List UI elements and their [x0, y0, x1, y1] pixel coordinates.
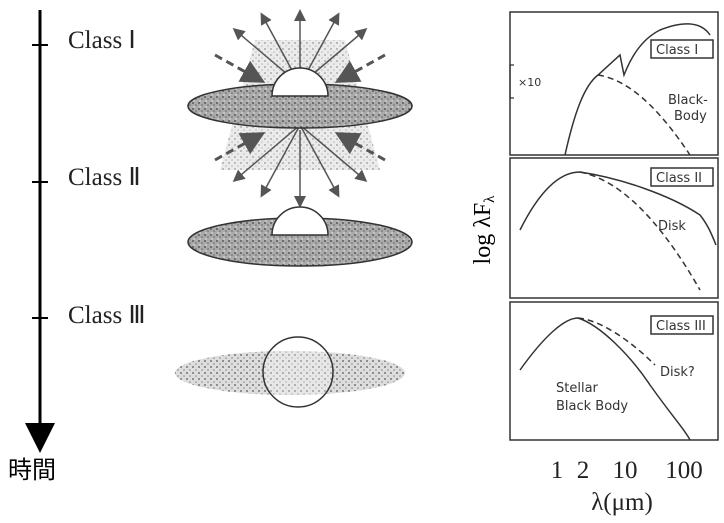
class3-cartoon	[175, 336, 405, 408]
panel-label: Class III	[656, 319, 706, 334]
class1-cartoon	[187, 9, 413, 208]
x-tick-label: 10	[613, 457, 638, 484]
stage-label: Class Ⅱ	[68, 164, 141, 191]
annotation: Disk?	[660, 365, 695, 380]
x-tick-label: 1	[551, 457, 564, 484]
annotation: Black-	[668, 93, 708, 108]
annotation: Black Body	[556, 399, 628, 414]
annotation: Body	[674, 109, 707, 124]
stage-label: Class Ⅲ	[68, 302, 146, 329]
panel-label: Class I	[656, 43, 698, 58]
panel-label: Class II	[656, 171, 702, 186]
annotation: Stellar	[556, 381, 599, 396]
x-axis-label: λ(μm)	[591, 489, 653, 516]
time-label: 時間	[8, 456, 56, 484]
y-axis-label: log λFλ	[470, 195, 498, 265]
x-tick-label: 2	[577, 457, 590, 484]
annotation: Disk	[658, 219, 686, 234]
x-tick-label: 100	[665, 457, 703, 484]
sed-panels	[509, 11, 719, 441]
class2-cartoon	[187, 206, 413, 267]
y-label-main: log λF	[470, 203, 496, 265]
y-label-sub: λ	[482, 195, 498, 203]
stage-label: Class Ⅰ	[68, 27, 136, 54]
annotation: ×10	[518, 76, 541, 89]
